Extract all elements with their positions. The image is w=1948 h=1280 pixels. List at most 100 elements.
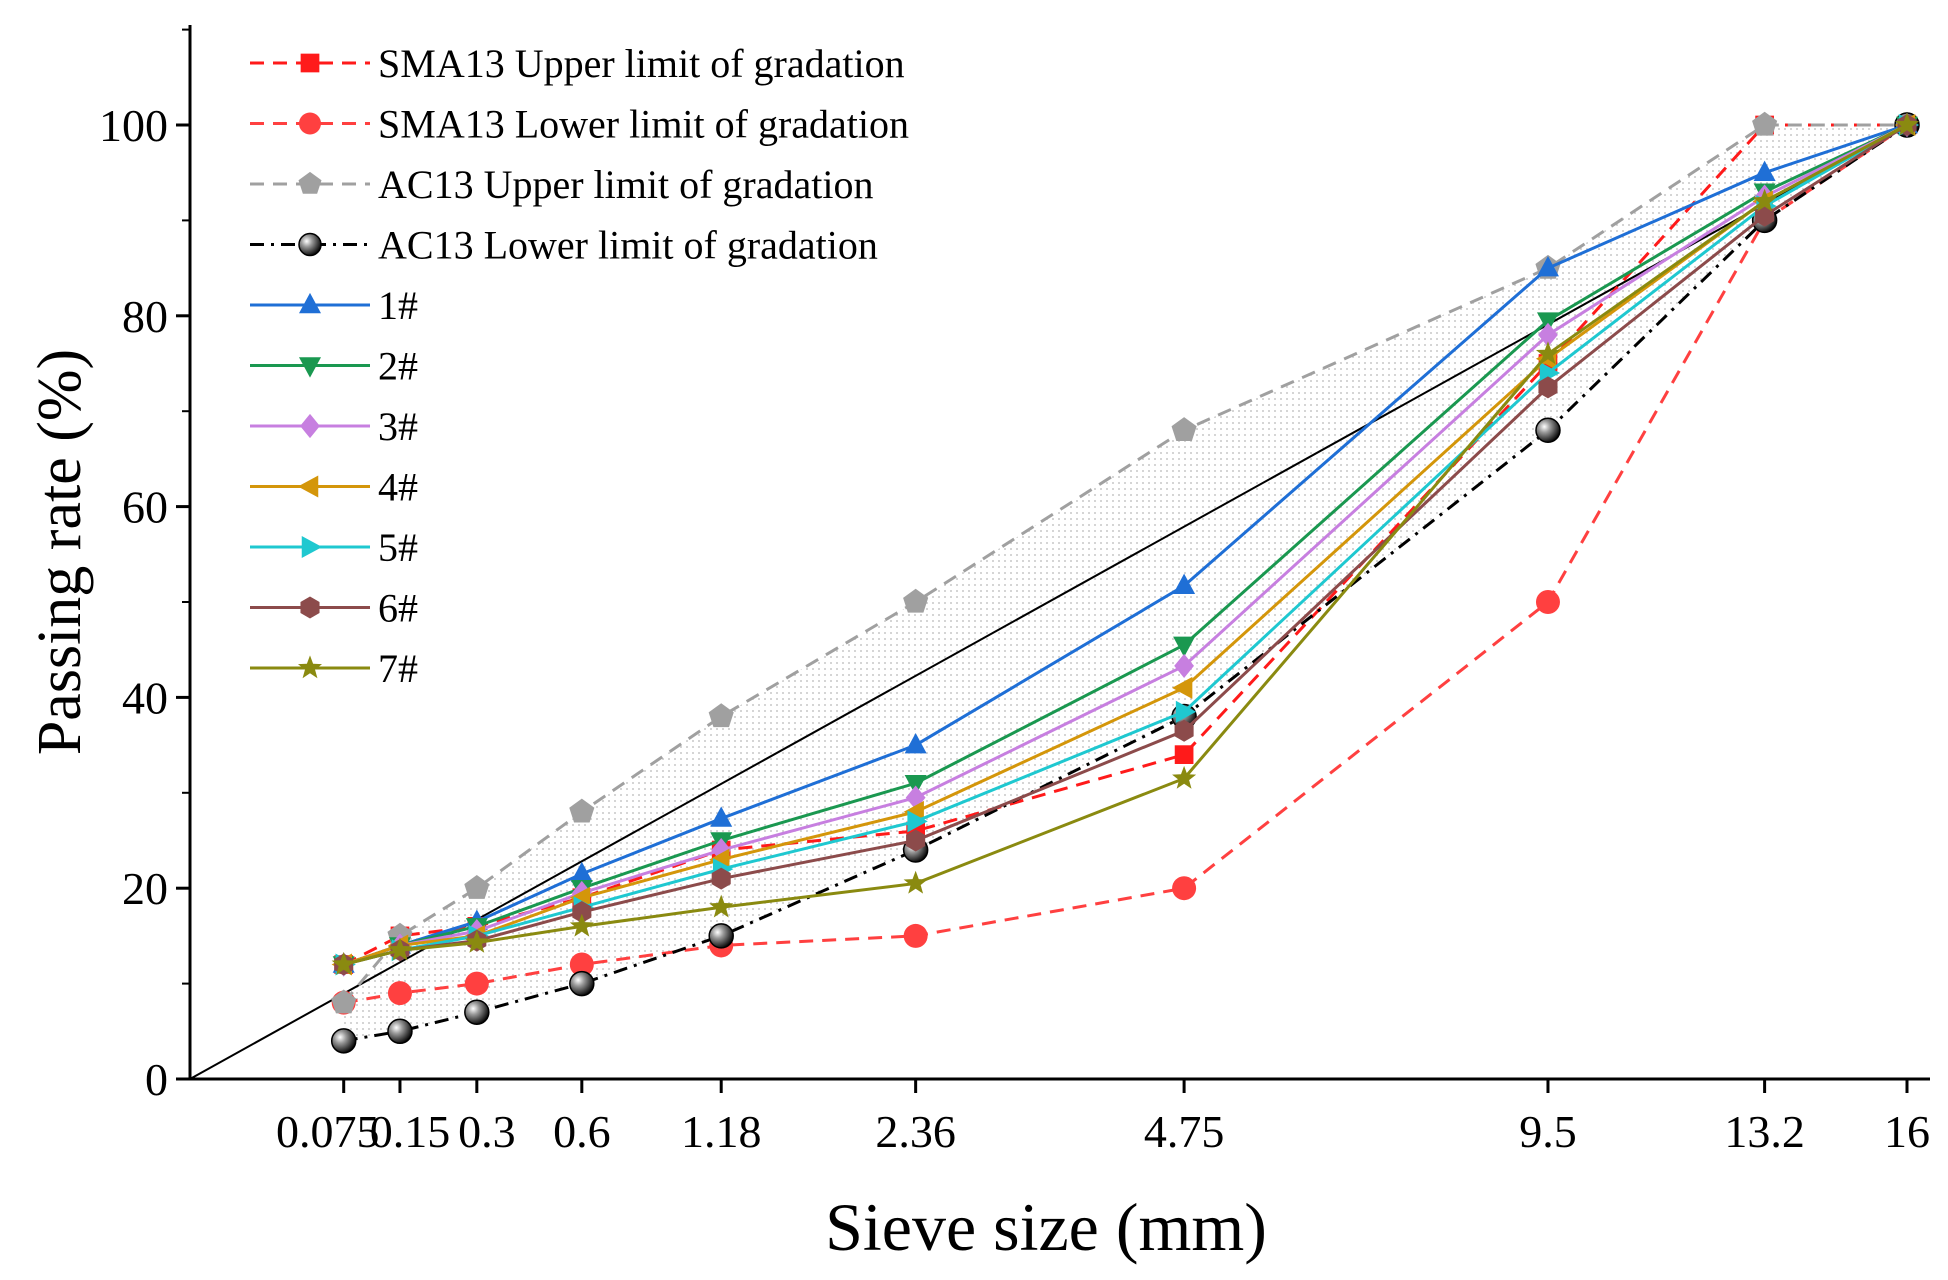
legend-item-5: 5# xyxy=(250,525,418,570)
x-tick-label: 0.075 xyxy=(276,1106,380,1157)
data-point xyxy=(904,733,927,754)
series-line xyxy=(343,123,1908,966)
legend-label: 4# xyxy=(378,465,418,510)
legend-swatch-marker xyxy=(300,596,320,619)
series-group xyxy=(330,111,1920,1054)
data-point xyxy=(1535,341,1561,365)
data-point xyxy=(1536,312,1559,333)
data-point xyxy=(1538,376,1558,399)
data-point xyxy=(907,810,928,833)
y-tick-label: 20 xyxy=(122,863,168,914)
data-point xyxy=(708,923,734,949)
x-tick-label: 2.36 xyxy=(875,1106,956,1157)
legend-swatch-marker xyxy=(297,475,319,498)
series-line xyxy=(342,123,1907,1004)
legend-label: 2# xyxy=(378,344,418,389)
data-point xyxy=(1174,653,1194,679)
legend-label: 7# xyxy=(378,646,418,691)
data-point xyxy=(1538,322,1558,347)
data-point xyxy=(709,894,734,918)
x-tick-label: 0.15 xyxy=(370,1106,451,1157)
series-line xyxy=(343,123,1908,966)
y-tick-label: 100 xyxy=(99,100,168,151)
data-point xyxy=(387,937,413,961)
data-point xyxy=(903,870,928,894)
ac13-envelope-band xyxy=(343,125,1908,1041)
legend-item-6: 6# xyxy=(250,586,418,631)
legend-item-1: 1# xyxy=(250,283,418,328)
data-point xyxy=(570,861,593,883)
data-point xyxy=(1171,417,1197,441)
data-point xyxy=(904,775,927,796)
y-tick-label: 80 xyxy=(122,291,168,342)
data-point xyxy=(331,989,357,1014)
x-axis-title: Sieve size (mm) xyxy=(825,1189,1267,1265)
series-line xyxy=(343,123,1908,966)
legend-swatch-marker xyxy=(298,232,322,257)
data-point xyxy=(906,829,926,852)
data-point xyxy=(1752,188,1777,212)
data-point xyxy=(330,1028,357,1054)
data-point xyxy=(572,901,592,924)
data-point xyxy=(708,703,734,728)
data-point xyxy=(387,981,412,1006)
legend-item-sma13-lower-limit-of-gradation: SMA13 Lower limit of gradation xyxy=(250,102,909,147)
axes xyxy=(188,25,1930,1081)
series-7 xyxy=(331,112,1920,975)
envelope-fill xyxy=(343,125,1908,1041)
data-point xyxy=(464,929,489,953)
data-point xyxy=(569,913,594,937)
x-tick-label: 16 xyxy=(1884,1106,1930,1157)
data-point xyxy=(1174,745,1194,764)
legend-item-4: 4# xyxy=(250,465,418,510)
data-point xyxy=(569,970,595,997)
legend-item-sma13-upper-limit-of-gradation: SMA13 Upper limit of gradation xyxy=(250,41,905,86)
legend-swatch-marker xyxy=(299,112,321,135)
y-axis-title: Passing rate (%) xyxy=(26,349,94,755)
data-point xyxy=(464,971,489,996)
x-tick-label: 1.18 xyxy=(681,1106,762,1157)
legend-item-ac13-lower-limit-of-gradation: AC13 Lower limit of gradation xyxy=(250,223,878,268)
data-point xyxy=(1535,590,1560,614)
series-line xyxy=(343,123,1908,966)
data-point xyxy=(387,1018,413,1045)
data-point xyxy=(464,999,490,1025)
legend-item-ac13-upper-limit-of-gradation: AC13 Upper limit of gradation xyxy=(250,162,873,207)
series-line xyxy=(343,123,1908,966)
legend-item-7: 7# xyxy=(250,646,418,691)
y-tick-label: 60 xyxy=(122,482,168,533)
legend-swatch-marker xyxy=(301,536,323,558)
data-point xyxy=(1535,417,1561,444)
legend-label: 3# xyxy=(378,404,418,449)
legend-swatch-marker xyxy=(299,292,321,314)
legend-label: AC13 Lower limit of gradation xyxy=(378,223,878,268)
data-point xyxy=(1172,876,1197,901)
data-point xyxy=(1171,676,1193,699)
series-line xyxy=(343,123,1908,1043)
legend-item-2: 2# xyxy=(250,344,418,389)
series-line xyxy=(343,123,1908,1005)
x-tick-label: 0.6 xyxy=(553,1106,611,1157)
legend-swatch-marker xyxy=(297,655,323,679)
legend-label: AC13 Upper limit of gradation xyxy=(378,162,873,207)
data-point xyxy=(1894,112,1920,136)
data-point xyxy=(903,588,929,613)
legend-label: 5# xyxy=(378,525,418,570)
data-point xyxy=(569,798,595,823)
x-tick-label: 9.5 xyxy=(1519,1106,1577,1157)
data-point xyxy=(1755,204,1775,227)
data-point xyxy=(1172,765,1197,789)
y-tick-label: 40 xyxy=(122,672,168,723)
data-point xyxy=(1173,636,1196,658)
x-tick-label: 4.75 xyxy=(1144,1106,1225,1157)
data-point xyxy=(1174,719,1194,742)
data-point xyxy=(710,806,733,827)
data-point xyxy=(464,875,490,899)
data-point xyxy=(1536,256,1559,277)
legend-swatch-marker xyxy=(298,171,322,194)
data-point xyxy=(1752,111,1778,136)
data-point xyxy=(903,923,928,948)
legend: SMA13 Upper limit of gradation SMA13 Lowe… xyxy=(250,41,909,691)
series-line xyxy=(343,123,1908,966)
